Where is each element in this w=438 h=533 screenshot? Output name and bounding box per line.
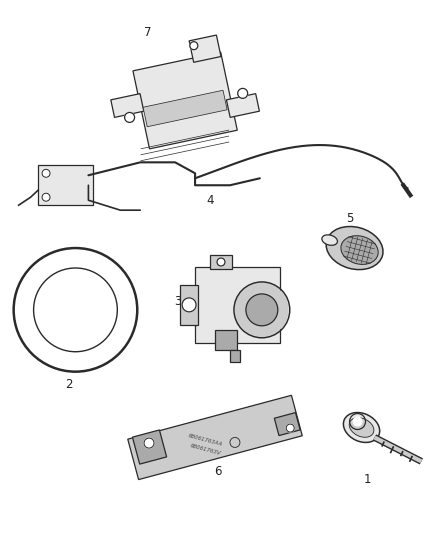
Bar [210, 255, 232, 269]
Circle shape [190, 42, 198, 50]
Circle shape [238, 88, 247, 99]
Polygon shape [226, 94, 259, 117]
Circle shape [286, 424, 294, 432]
Circle shape [182, 298, 196, 312]
Polygon shape [274, 413, 300, 435]
Ellipse shape [343, 413, 380, 442]
Text: 4: 4 [206, 193, 214, 207]
Circle shape [42, 193, 50, 201]
Circle shape [144, 438, 154, 448]
Polygon shape [132, 430, 166, 464]
Polygon shape [133, 52, 237, 149]
Circle shape [217, 258, 225, 266]
Text: 6: 6 [214, 465, 222, 478]
Polygon shape [111, 94, 144, 117]
Circle shape [246, 294, 278, 326]
Polygon shape [128, 395, 302, 480]
Circle shape [235, 283, 289, 337]
Ellipse shape [326, 227, 383, 270]
Bar [230, 350, 240, 362]
Bar [38, 165, 93, 205]
Text: 3: 3 [174, 295, 182, 309]
Circle shape [124, 112, 134, 123]
Text: 7: 7 [145, 26, 152, 39]
Circle shape [42, 169, 50, 177]
Text: 68061763AA: 68061763AA [187, 433, 223, 448]
Text: 68061763V: 68061763V [189, 443, 221, 456]
Ellipse shape [322, 235, 337, 245]
Bar [195, 267, 280, 343]
Text: 5: 5 [346, 212, 353, 224]
Polygon shape [143, 90, 227, 127]
Bar [180, 285, 198, 325]
Ellipse shape [341, 236, 378, 264]
Ellipse shape [349, 418, 374, 437]
Circle shape [353, 416, 363, 426]
Bar [215, 330, 237, 350]
Text: 2: 2 [65, 378, 72, 391]
Polygon shape [189, 35, 221, 62]
Text: 1: 1 [364, 473, 371, 486]
